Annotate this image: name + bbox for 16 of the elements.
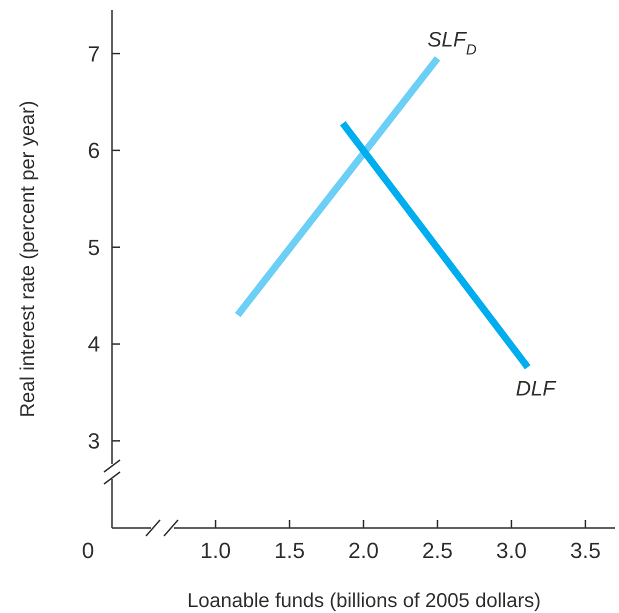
x-tick-label: 2.5 bbox=[422, 538, 453, 563]
x-tick-label: 1.5 bbox=[274, 538, 305, 563]
y-tick-label: 4 bbox=[88, 332, 100, 357]
series-label: DLF bbox=[516, 377, 557, 400]
text: 0 bbox=[82, 538, 94, 563]
x-axis-title: Loanable funds (billions of 2005 dollars) bbox=[187, 590, 541, 612]
y-tick-label: 5 bbox=[88, 234, 100, 260]
y-tick-label: 3 bbox=[88, 428, 100, 454]
y-tick-label: 7 bbox=[88, 41, 100, 66]
series-label: SLF$_{D}$ bbox=[427, 28, 477, 58]
x-tick-label: 3.5 bbox=[570, 538, 601, 563]
y-axis-title: Real interest rate (percent per year) bbox=[17, 100, 39, 418]
x-tick-label: 2.0 bbox=[348, 538, 379, 563]
x-tick-label: 3.0 bbox=[496, 538, 527, 563]
x-tick-label: 1.0 bbox=[200, 538, 231, 563]
y-tick-label: 6 bbox=[88, 138, 100, 164]
